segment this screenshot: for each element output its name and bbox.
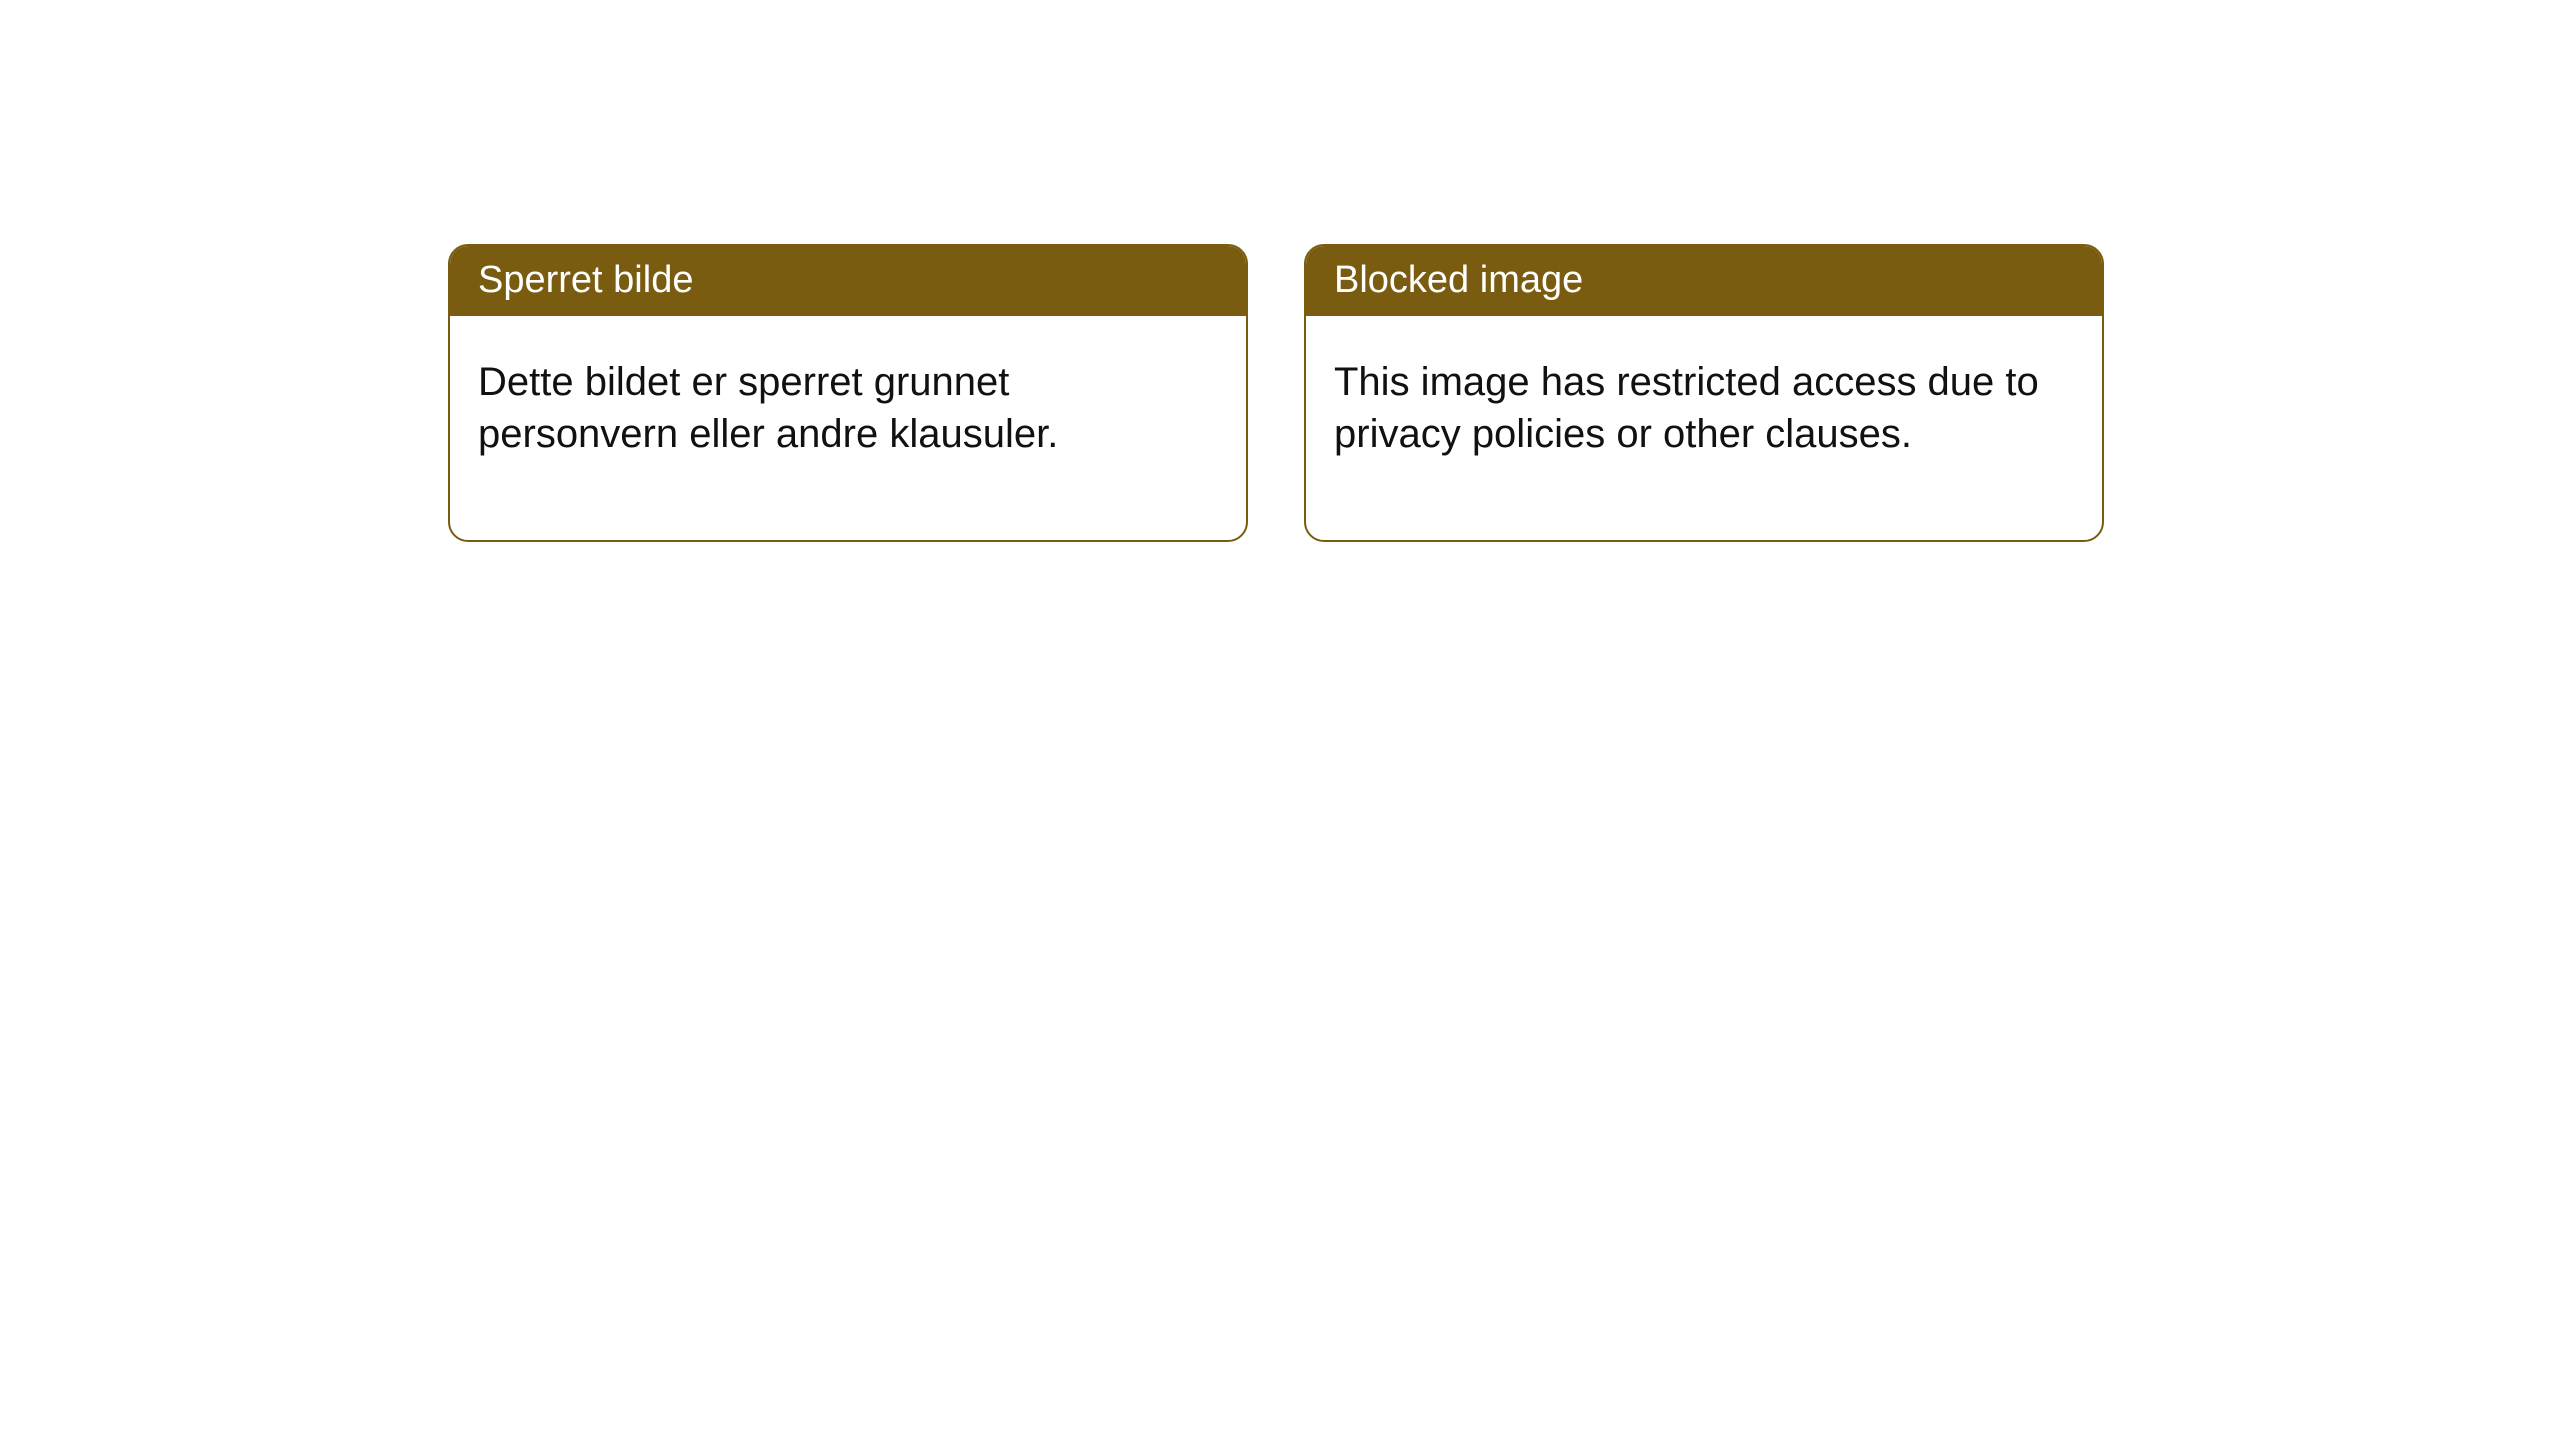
card-body-text: This image has restricted access due to … [1306,316,2102,540]
card-title: Blocked image [1306,246,2102,316]
card-body-text: Dette bildet er sperret grunnet personve… [450,316,1246,540]
notice-card-norwegian: Sperret bilde Dette bildet er sperret gr… [448,244,1248,542]
notice-cards-row: Sperret bilde Dette bildet er sperret gr… [448,244,2104,542]
card-title: Sperret bilde [450,246,1246,316]
notice-card-english: Blocked image This image has restricted … [1304,244,2104,542]
